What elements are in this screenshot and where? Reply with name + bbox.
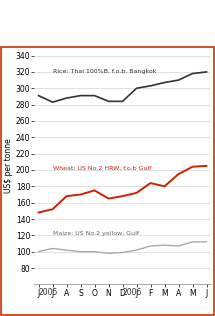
Text: Maize: US No.2 yellow, Gulf: Maize: US No.2 yellow, Gulf [53,231,139,236]
Text: 2006: 2006 [123,288,142,297]
Text: Rice: Thai 100%B, f.o.b. Bangkok: Rice: Thai 100%B, f.o.b. Bangkok [53,70,156,74]
Text: Cereal export prices: Cereal export prices [11,16,163,29]
Y-axis label: US$ per tonne: US$ per tonne [4,138,13,193]
Text: Wheat: US No.2 HRW, f.o.b Gulf: Wheat: US No.2 HRW, f.o.b Gulf [53,166,151,171]
Text: 2005: 2005 [39,288,58,297]
